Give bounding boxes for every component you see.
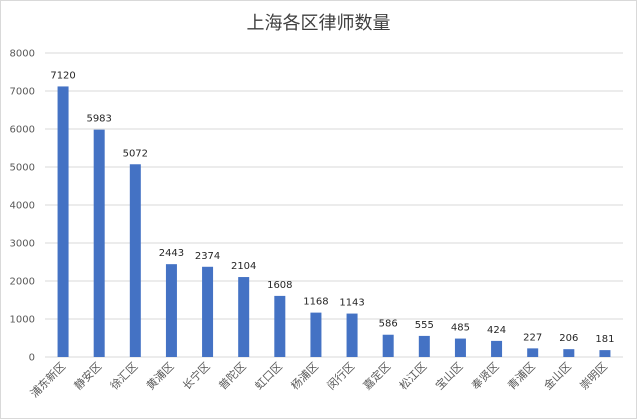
bar	[454, 338, 466, 357]
y-tick-label: 1000	[10, 315, 35, 326]
data-label: 2104	[231, 261, 256, 272]
y-tick-label: 2000	[10, 277, 35, 288]
data-label: 1168	[303, 297, 328, 308]
x-tick-label: 崇明区	[578, 360, 611, 393]
x-tick-label: 黄浦区	[143, 359, 176, 392]
x-tick-label: 静安区	[71, 359, 104, 392]
data-label: 555	[415, 320, 434, 331]
y-tick-label: 5000	[10, 163, 35, 174]
x-tick-label: 嘉定区	[360, 359, 393, 392]
y-tick-label: 3000	[10, 239, 35, 250]
x-tick-label: 浦东新区	[27, 359, 68, 400]
x-tick-label: 松江区	[396, 359, 429, 392]
bar	[274, 295, 286, 357]
data-label: 181	[595, 334, 614, 345]
x-tick-label: 奉贤区	[468, 359, 501, 392]
x-tick-label: 金山区	[541, 359, 574, 392]
y-tick-label: 4000	[10, 201, 35, 212]
bar	[382, 334, 394, 357]
data-label: 206	[559, 333, 578, 344]
bar	[202, 266, 214, 357]
x-tick-label: 徐汇区	[107, 359, 140, 392]
chart-title: 上海各区律师数量	[246, 13, 391, 34]
y-tick-label: 6000	[10, 125, 35, 136]
data-label: 5983	[86, 114, 111, 125]
data-label: 485	[451, 323, 470, 334]
y-tick-label: 8000	[10, 49, 35, 60]
bar	[93, 129, 105, 357]
bar	[491, 340, 503, 357]
data-label: 424	[487, 325, 506, 336]
data-label: 2374	[195, 251, 220, 262]
x-tick-label: 长宁区	[179, 359, 212, 392]
data-label: 5072	[123, 148, 148, 159]
y-tick-label: 0	[29, 353, 35, 364]
data-label: 1608	[267, 280, 292, 291]
y-tick-label: 7000	[10, 87, 35, 98]
bar	[238, 277, 250, 357]
x-tick-label: 青浦区	[505, 360, 538, 393]
bar	[346, 313, 358, 357]
x-tick-label: 普陀区	[216, 359, 249, 392]
bar	[310, 312, 322, 357]
bar	[563, 349, 575, 357]
data-label: 7120	[50, 70, 75, 81]
bar	[527, 348, 539, 357]
bar	[418, 335, 430, 357]
x-tick-label: 闵行区	[324, 359, 357, 392]
x-tick-label: 虹口区	[252, 360, 285, 393]
bar	[165, 264, 177, 357]
x-tick-label: 宝山区	[432, 359, 465, 392]
bar	[129, 164, 141, 357]
bar	[599, 350, 611, 357]
data-label: 2443	[159, 248, 184, 259]
data-label: 227	[523, 332, 542, 343]
data-label: 1143	[339, 298, 364, 309]
bar	[57, 86, 69, 357]
data-label: 586	[379, 319, 398, 330]
x-tick-label: 杨浦区	[288, 359, 321, 392]
